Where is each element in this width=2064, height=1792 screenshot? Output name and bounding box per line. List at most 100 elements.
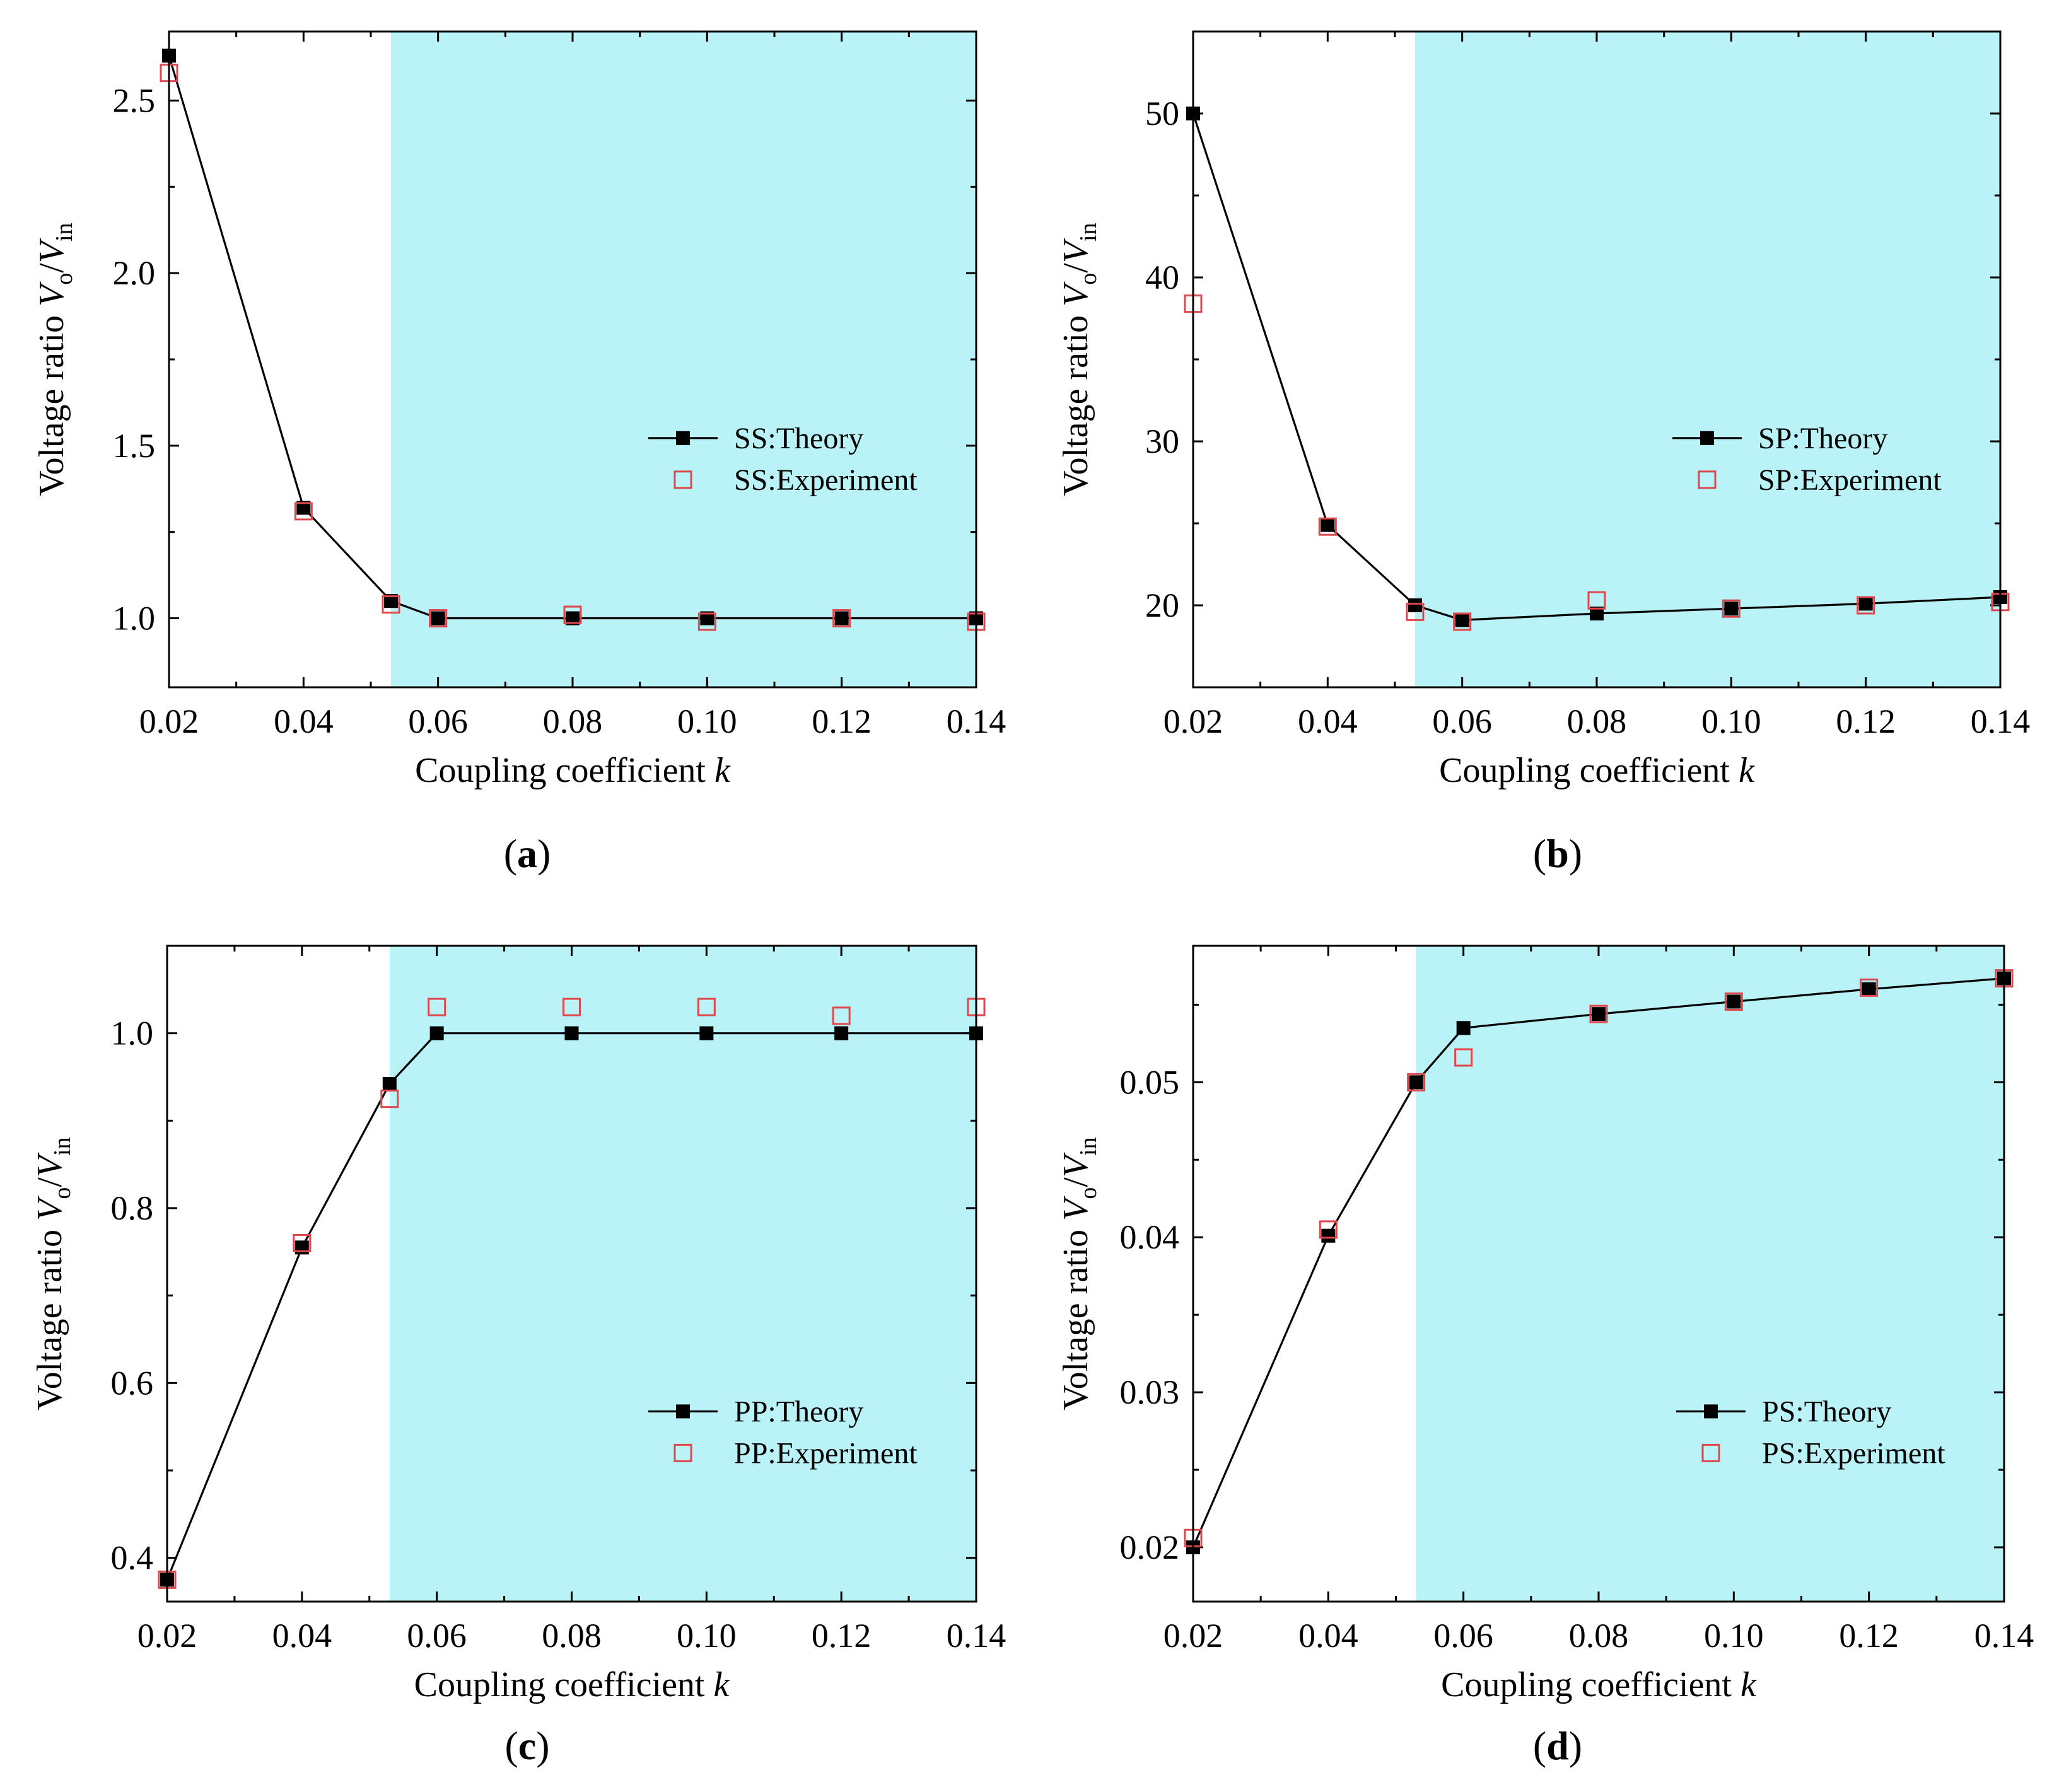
theory-point bbox=[1409, 1075, 1423, 1090]
legend-label: PS:Theory bbox=[1762, 1395, 1891, 1428]
legend-experiment-marker bbox=[1701, 1443, 1720, 1462]
experiment-point bbox=[1722, 599, 1740, 618]
panel-a: 0.02 0.04 0.06 0.08 0.10 0.12 0.14 1.0 1.5 2.0 2.5… bbox=[32, 30, 1006, 876]
theory-point bbox=[1321, 518, 1335, 532]
experiment-point bbox=[1454, 1048, 1473, 1067]
legend-theory-marker bbox=[676, 1404, 690, 1419]
x-tick-label: 0.10 bbox=[677, 702, 737, 740]
experiment-point bbox=[1406, 602, 1425, 621]
x-tick-label: 0.12 bbox=[1839, 1617, 1899, 1655]
theory-line bbox=[1192, 113, 2001, 622]
panel-label: (a) bbox=[504, 831, 551, 876]
theory-line bbox=[168, 55, 976, 620]
y-tick-label: 0.4 bbox=[111, 1539, 154, 1577]
experiment-point bbox=[1318, 517, 1337, 536]
y-tick-label: 20 bbox=[1145, 586, 1179, 624]
y-tick-label: 30 bbox=[1145, 422, 1179, 460]
experiment-point bbox=[1860, 978, 1879, 997]
x-tick-label: 0.14 bbox=[947, 1617, 1006, 1655]
theory-point bbox=[1858, 596, 1873, 611]
experiment-point bbox=[380, 1090, 399, 1108]
theory-point bbox=[1727, 994, 1741, 1009]
plot-frame bbox=[1192, 30, 2002, 689]
legend-experiment-marker bbox=[1698, 470, 1717, 489]
y-axis-title: Voltage ratio Vo/Vin bbox=[32, 223, 78, 496]
theory-point bbox=[699, 1026, 714, 1040]
experiment-point bbox=[563, 605, 582, 624]
theory-point bbox=[564, 1026, 579, 1040]
legend-label: PS:Experiment bbox=[1762, 1436, 1945, 1470]
panel-label: (c) bbox=[504, 1723, 549, 1768]
experiment-point bbox=[1587, 591, 1606, 610]
x-axis-title: Coupling coefficient k bbox=[1439, 751, 1755, 790]
experiment-point bbox=[832, 609, 851, 628]
legend: PS:Theory PS:Experiment bbox=[1676, 1395, 1945, 1470]
experiment-point bbox=[697, 998, 716, 1016]
theory-point bbox=[834, 611, 849, 625]
x-tick-label: 0.06 bbox=[407, 1617, 467, 1655]
y-tick-label: 1.0 bbox=[111, 1015, 154, 1052]
legend-theory-marker bbox=[1700, 431, 1714, 445]
experiment-point bbox=[1319, 1220, 1338, 1239]
theory-point bbox=[1321, 1228, 1336, 1243]
x-tick-label: 0.14 bbox=[1971, 702, 2031, 740]
y-tick-label: 0.05 bbox=[1120, 1063, 1180, 1101]
experiment-point bbox=[1407, 1073, 1426, 1091]
x-tick-label: 0.04 bbox=[1298, 1617, 1358, 1655]
x-tick-label: 0.02 bbox=[1163, 702, 1223, 740]
y-tick-label: 2.5 bbox=[113, 81, 156, 119]
y-tick-label: 40 bbox=[1145, 259, 1179, 296]
experiment-point bbox=[382, 595, 400, 614]
theory-line bbox=[1192, 977, 2005, 1548]
theory-line bbox=[166, 1032, 976, 1580]
theory-point bbox=[429, 1026, 444, 1040]
legend: SS:Theory SS:Experiment bbox=[648, 422, 918, 497]
plot-frame bbox=[166, 945, 977, 1603]
experiment-point bbox=[1724, 992, 1743, 1011]
x-tick-label: 0.10 bbox=[677, 1617, 737, 1655]
x-axis-title: Coupling coefficient k bbox=[1441, 1665, 1757, 1704]
panel-label: (b) bbox=[1533, 831, 1582, 876]
x-tick-label: 0.12 bbox=[812, 702, 872, 740]
theory-point bbox=[431, 611, 445, 625]
legend: SP:Theory SP:Experiment bbox=[1672, 422, 1942, 497]
y-tick-label: 2.0 bbox=[113, 254, 156, 292]
theory-point bbox=[1590, 607, 1604, 620]
y-tick-label: 0.8 bbox=[111, 1189, 154, 1227]
plot-frame bbox=[168, 30, 977, 689]
x-tick-label: 0.08 bbox=[543, 702, 603, 740]
panel-b: 0.02 0.04 0.06 0.08 0.10 0.12 0.14 20 30 40 50 SP:T… bbox=[1056, 30, 2031, 876]
x-tick-label: 0.08 bbox=[542, 1617, 602, 1655]
legend-label: SP:Experiment bbox=[1758, 463, 1942, 497]
x-tick-label: 0.12 bbox=[812, 1617, 872, 1655]
y-tick-label: 0.03 bbox=[1120, 1373, 1180, 1411]
x-tick-label: 0.08 bbox=[1567, 702, 1627, 740]
x-tick-label: 0.06 bbox=[1433, 1617, 1493, 1655]
experiment-point bbox=[428, 998, 446, 1016]
theory-point bbox=[296, 501, 311, 515]
experiment-point bbox=[1857, 596, 1875, 615]
shaded-region bbox=[1416, 946, 2004, 1602]
theory-point bbox=[382, 1077, 397, 1091]
legend-label: PP:Experiment bbox=[734, 1436, 918, 1470]
shaded-region bbox=[389, 946, 976, 1602]
legend-label: PP:Theory bbox=[734, 1395, 863, 1428]
y-tick-label: 50 bbox=[1145, 95, 1179, 132]
x-tick-label: 0.04 bbox=[1298, 702, 1358, 740]
x-tick-label: 0.06 bbox=[1432, 702, 1492, 740]
x-tick-label: 0.14 bbox=[1974, 1617, 2034, 1655]
theory-point bbox=[700, 611, 714, 625]
experiment-point bbox=[563, 998, 581, 1016]
x-tick-label: 0.04 bbox=[272, 1617, 332, 1655]
x-tick-label: 0.02 bbox=[137, 1617, 197, 1655]
theory-point bbox=[384, 594, 398, 608]
experiment-point bbox=[832, 1006, 851, 1025]
theory-point bbox=[1408, 598, 1422, 612]
y-tick-label: 1.5 bbox=[113, 427, 156, 465]
legend: PP:Theory PP:Experiment bbox=[648, 1395, 918, 1470]
y-tick-label: 0.6 bbox=[111, 1364, 154, 1402]
x-tick-label: 0.10 bbox=[1704, 1617, 1764, 1655]
panel-d: 0.02 0.04 0.06 0.08 0.10 0.12 0.14 0.02 0.03 0.04… bbox=[1056, 945, 2034, 1768]
x-axis-title: Coupling coefficient k bbox=[415, 751, 731, 790]
